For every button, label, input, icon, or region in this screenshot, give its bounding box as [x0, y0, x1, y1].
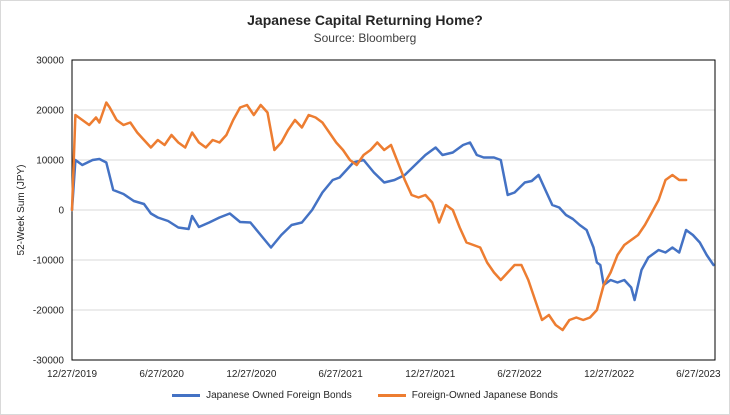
legend-swatch: [172, 394, 201, 397]
y-tick-label: 30000: [36, 56, 64, 67]
legend: Japanese Owned Foreign Bonds Foreign-Own…: [0, 390, 730, 401]
y-tick-label: -30000: [33, 356, 65, 367]
legend-label: Japanese Owned Foreign Bonds: [206, 390, 352, 401]
x-tick-label: 12/27/2022: [584, 369, 634, 380]
y-axis-label: 52-Week Sum (JPY): [16, 165, 27, 256]
series-line-foreign-owned-japanese-bonds: [70, 101, 688, 332]
legend-item-japanese-owned-foreign-bonds: Japanese Owned Foreign Bonds: [172, 390, 352, 401]
y-tick-label: 20000: [36, 106, 64, 117]
x-tick-label: 6/27/2020: [139, 369, 184, 380]
chart-subtitle: Source: Bloomberg: [313, 31, 417, 45]
legend-swatch: [377, 394, 406, 397]
y-tick-label: 0: [58, 206, 64, 217]
x-tick-label: 12/27/2021: [405, 369, 455, 380]
x-tick-label: 6/27/2021: [318, 369, 363, 380]
x-tick-label: 12/27/2019: [47, 369, 97, 380]
x-tick-label: 6/27/2022: [497, 369, 542, 380]
x-tick-label: 6/27/2023: [676, 369, 721, 380]
series-line-japanese-owned-foreign-bonds: [70, 141, 715, 302]
y-tick-label: 10000: [36, 156, 64, 167]
x-tick-label: 12/27/2020: [226, 369, 276, 380]
legend-item-foreign-owned-japanese-bonds: Foreign-Owned Japanese Bonds: [377, 390, 558, 401]
legend-label: Foreign-Owned Japanese Bonds: [411, 390, 558, 401]
y-tick-label: -20000: [33, 306, 65, 317]
y-tick-label: -10000: [33, 256, 65, 267]
chart-title: Japanese Capital Returning Home?: [247, 12, 483, 28]
